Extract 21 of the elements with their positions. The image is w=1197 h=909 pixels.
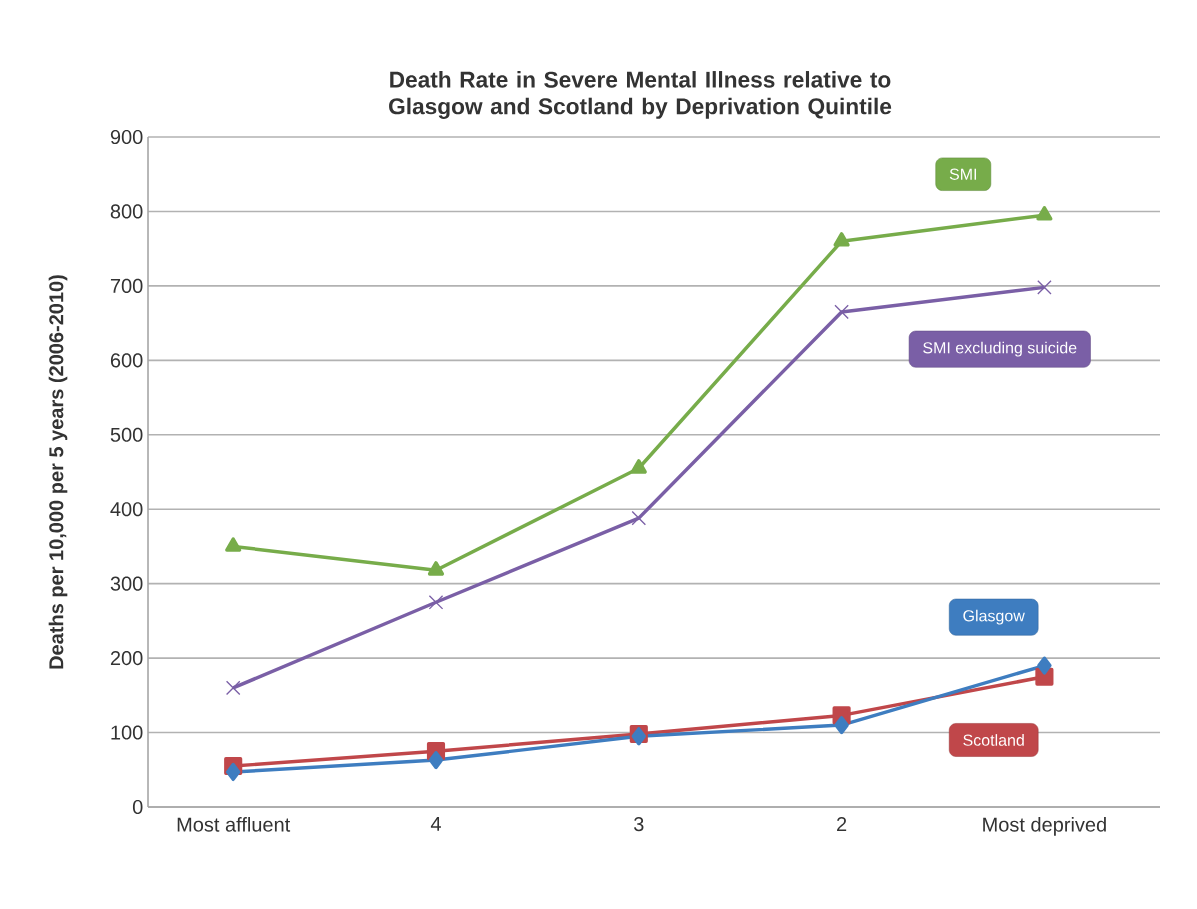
x-tick-label: Most affluent (177, 817, 291, 832)
y-tick-label: 300 (110, 576, 143, 591)
y-axis-title: Deaths per 10,000 per 5 years (2006-2010) (48, 275, 68, 669)
y-tick-label: 400 (110, 502, 143, 517)
y-tick-label: 200 (110, 651, 143, 666)
x-tick-label: 2 (837, 817, 847, 831)
y-tick-label: 500 (110, 427, 143, 442)
y-tick-label: 700 (110, 278, 143, 293)
y-tick-label: 600 (110, 353, 143, 368)
text: Glasgow (963, 609, 1025, 625)
y-tick-label: 0 (132, 799, 143, 815)
x-tick-label: 3 (633, 817, 644, 832)
x-tick-label: Most deprived (983, 817, 1106, 836)
text: Scotland (963, 734, 1024, 746)
x-tick-label: 4 (430, 817, 441, 831)
chart-title: Death Rate in Severe Mental Illness relative to Glasgow and Scotland by Deprivation Quintile (389, 71, 892, 119)
text: SMI (949, 168, 977, 180)
y-tick-label: 800 (110, 204, 143, 219)
y-tick-label: 100 (111, 725, 143, 740)
y-tick-label: 900 (110, 129, 143, 145)
text: SMI excluding suicide (923, 341, 1077, 357)
